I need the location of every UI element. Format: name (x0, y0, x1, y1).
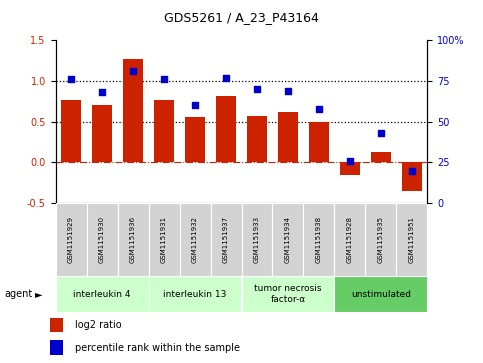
Bar (86, 203, 117, 276)
Bar (334, 276, 427, 312)
Text: GSM1151935: GSM1151935 (378, 216, 384, 263)
Text: percentile rank within the sample: percentile rank within the sample (74, 343, 240, 352)
Text: GSM1151937: GSM1151937 (223, 216, 229, 263)
Bar (149, 203, 180, 276)
Text: GSM1151931: GSM1151931 (161, 216, 167, 263)
Bar (92, 105, 112, 163)
Text: unstimulated: unstimulated (351, 290, 411, 298)
Point (284, 88, 292, 94)
Bar (211, 203, 242, 276)
Bar (185, 117, 205, 163)
Bar (123, 59, 143, 163)
Bar (50, 318, 63, 332)
Text: interleukin 13: interleukin 13 (163, 290, 227, 298)
Text: GSM1151929: GSM1151929 (68, 216, 74, 263)
Bar (278, 112, 298, 163)
Bar (117, 203, 149, 276)
Bar (216, 96, 236, 163)
Point (67, 76, 75, 82)
Bar (154, 101, 174, 163)
Bar (272, 203, 303, 276)
Text: GDS5261 / A_23_P43164: GDS5261 / A_23_P43164 (164, 11, 319, 24)
Point (129, 68, 137, 74)
Text: GSM1151932: GSM1151932 (192, 216, 198, 263)
Text: interleukin 4: interleukin 4 (73, 290, 131, 298)
Point (408, 168, 416, 174)
Text: tumor necrosis
factor-α: tumor necrosis factor-α (254, 284, 322, 304)
Bar (340, 163, 360, 175)
Bar (242, 203, 272, 276)
Bar (334, 203, 366, 276)
Bar (242, 276, 334, 312)
Bar (397, 203, 427, 276)
Point (346, 158, 354, 164)
Bar (366, 203, 397, 276)
Point (160, 76, 168, 82)
Bar (180, 203, 211, 276)
Text: GSM1151936: GSM1151936 (130, 216, 136, 263)
Bar (309, 122, 329, 163)
Bar (149, 276, 242, 312)
Text: GSM1151928: GSM1151928 (347, 216, 353, 263)
Text: agent: agent (5, 289, 33, 299)
Bar (50, 340, 63, 355)
Text: GSM1151951: GSM1151951 (409, 216, 415, 263)
Bar (61, 99, 81, 163)
Point (315, 106, 323, 111)
Text: GSM1151934: GSM1151934 (285, 216, 291, 263)
Point (222, 74, 230, 80)
Bar (402, 163, 422, 191)
Bar (303, 203, 334, 276)
Bar (56, 203, 86, 276)
Point (98, 89, 106, 95)
Bar (247, 116, 267, 163)
Point (191, 102, 199, 108)
Text: log2 ratio: log2 ratio (74, 320, 121, 330)
Bar (56, 276, 149, 312)
Text: ►: ► (35, 289, 43, 299)
Text: GSM1151938: GSM1151938 (316, 216, 322, 263)
Text: GSM1151930: GSM1151930 (99, 216, 105, 263)
Point (253, 86, 261, 92)
Point (377, 130, 385, 136)
Text: GSM1151933: GSM1151933 (254, 216, 260, 263)
Bar (371, 152, 391, 163)
